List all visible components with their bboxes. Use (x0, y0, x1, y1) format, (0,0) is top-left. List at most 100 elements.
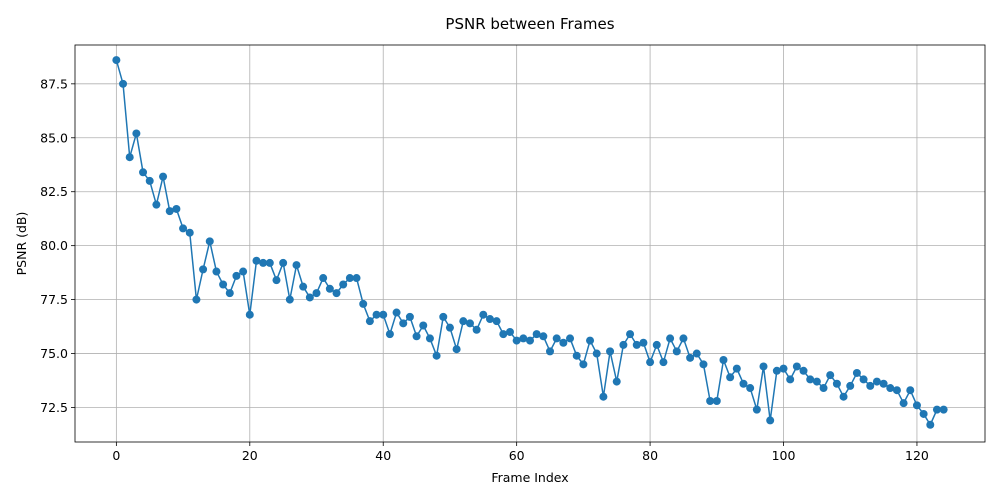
data-point (152, 200, 161, 209)
data-point (612, 377, 621, 386)
data-point (272, 276, 281, 285)
data-point (719, 356, 728, 365)
x-tick-label: 20 (242, 448, 258, 463)
data-point (712, 397, 721, 406)
data-point (799, 366, 808, 375)
data-point (485, 315, 494, 324)
y-axis-ticks: 72.5 75.0 77.5 80.0 82.5 85.0 87.5 (40, 76, 75, 415)
data-point (352, 274, 361, 283)
data-point (832, 379, 841, 388)
data-point (399, 319, 408, 328)
data-point (385, 330, 394, 339)
data-point (552, 334, 561, 343)
data-point (919, 409, 928, 418)
data-point (452, 345, 461, 354)
data-point (699, 360, 708, 369)
data-point (205, 237, 214, 246)
data-point (666, 334, 675, 343)
y-tick-label: 77.5 (40, 292, 68, 307)
data-point (345, 274, 354, 283)
data-point (259, 258, 268, 267)
data-point (279, 258, 288, 267)
data-point (632, 340, 641, 349)
data-point (852, 368, 861, 377)
data-point (819, 384, 828, 393)
data-point (726, 373, 735, 382)
data-point (139, 168, 148, 177)
data-point (512, 336, 521, 345)
data-point (912, 401, 921, 410)
data-point (252, 256, 261, 265)
data-point (479, 310, 488, 319)
data-point (779, 364, 788, 373)
chart-title: PSNR between Frames (445, 15, 614, 33)
x-tick-label: 80 (642, 448, 658, 463)
data-point (532, 330, 541, 339)
data-point (619, 340, 628, 349)
data-point (412, 332, 421, 341)
data-point (586, 336, 595, 345)
data-point (759, 362, 768, 371)
data-point (445, 323, 454, 332)
data-point (405, 312, 414, 321)
data-point (886, 384, 895, 393)
data-point (179, 224, 188, 233)
data-point (465, 319, 474, 328)
x-tick-label: 40 (375, 448, 391, 463)
data-point (879, 379, 888, 388)
data-point (926, 420, 935, 429)
data-point (285, 295, 294, 304)
data-point (826, 371, 835, 380)
x-axis-label: Frame Index (491, 470, 568, 485)
x-tick-label: 100 (772, 448, 796, 463)
data-point (872, 377, 881, 386)
data-point (232, 271, 241, 280)
data-point (859, 375, 868, 384)
data-point (225, 289, 234, 298)
data-point (746, 384, 755, 393)
data-point (365, 317, 374, 326)
data-point (492, 317, 501, 326)
data-point (325, 284, 334, 293)
data-point (112, 56, 121, 65)
data-point (499, 330, 508, 339)
data-point (646, 358, 655, 367)
data-point (239, 267, 248, 276)
data-point (599, 392, 608, 401)
data-point (706, 397, 715, 406)
data-point (659, 358, 668, 367)
data-point (219, 280, 228, 289)
data-point (639, 338, 648, 347)
data-point (372, 310, 381, 319)
data-point (892, 386, 901, 395)
data-point (199, 265, 208, 274)
data-point (732, 364, 741, 373)
data-point (932, 405, 941, 414)
data-point (559, 338, 568, 347)
data-point (566, 334, 575, 343)
data-point (439, 312, 448, 321)
x-tick-label: 60 (509, 448, 525, 463)
data-point (606, 347, 615, 356)
data-point (592, 349, 601, 358)
data-point (419, 321, 428, 330)
data-point (652, 340, 661, 349)
data-point (472, 325, 481, 334)
data-point (792, 362, 801, 371)
data-point (539, 332, 548, 341)
data-point (572, 351, 581, 360)
data-point (432, 351, 441, 360)
data-point (192, 295, 201, 304)
data-point (125, 153, 134, 162)
y-tick-label: 80.0 (40, 238, 68, 253)
y-tick-label: 75.0 (40, 346, 68, 361)
data-point (392, 308, 401, 317)
data-point (312, 289, 321, 298)
data-point (172, 204, 181, 213)
data-point (265, 258, 274, 267)
data-point (692, 349, 701, 358)
data-point (899, 399, 908, 408)
data-point (379, 310, 388, 319)
y-tick-label: 85.0 (40, 130, 68, 145)
